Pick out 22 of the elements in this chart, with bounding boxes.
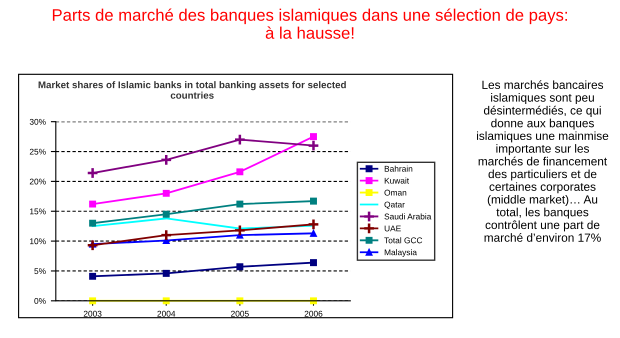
y-tick-label: 0% <box>34 298 46 304</box>
chart-title: Parts de marché des banques islamiques dans une sélection de pays: à la hausse! <box>52 8 567 39</box>
y-tick-label: 5% <box>34 268 46 274</box>
y-tick-label: 20% <box>30 178 46 184</box>
x-tick-label: 2004 <box>157 310 176 317</box>
legend-label: Kuwait <box>384 178 410 184</box>
y-tick-label: 10% <box>30 238 46 244</box>
legend-label: Saudi Arabia <box>384 213 432 220</box>
x-tick-label: 2003 <box>84 310 102 317</box>
legend-label: Total GCC <box>384 237 422 244</box>
x-tick-label: 2006 <box>304 310 322 317</box>
legend-label: Qatar <box>384 202 405 210</box>
chart-subtitle: Market shares of Islamic banks in total banking assets for selected countries <box>38 81 346 99</box>
y-tick-label: 30% <box>30 118 46 125</box>
legend-label: Bahrain <box>384 166 412 172</box>
y-tick-label: 15% <box>30 208 46 214</box>
y-tick-label: 25% <box>30 148 46 155</box>
legend-label: UAE <box>384 226 401 232</box>
legend-label: Malaysia <box>384 249 417 257</box>
legend-label: Oman <box>384 190 406 196</box>
x-tick-label: 2005 <box>231 310 249 317</box>
text: Les marchés bancaires islamiques sont peu désintermédiés, ce qui donne aux banques islamiques une mainmise importante sur les marchés de financement des particuliers et de certaines corporates (middle market)… Au total, les banques contrôlent une part de marché d’environ 17% <box>477 80 608 242</box>
